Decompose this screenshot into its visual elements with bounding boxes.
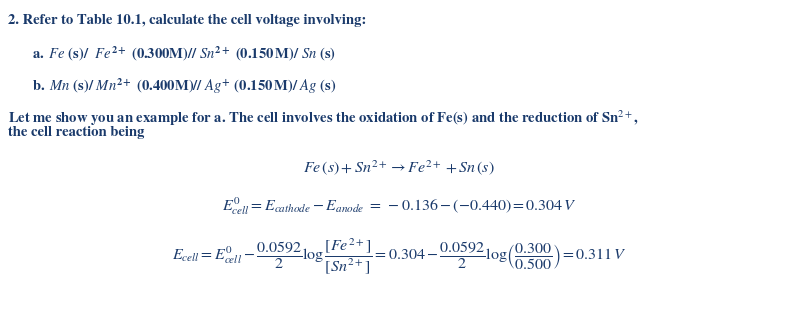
Text: the cell reaction being: the cell reaction being	[8, 126, 144, 139]
Text: Let me show you an example for a. The cell involves the oxidation of Fe(s) and t: Let me show you an example for a. The ce…	[8, 108, 638, 128]
Text: $E^{0}_{cell}=E_{cathode}-E_{anode}\;=\;-0.136-(-0.440)=0.304\,V$: $E^{0}_{cell}=E_{cathode}-E_{anode}\;=\;…	[222, 196, 576, 218]
Text: $\mathit{Fe}\,(s)+\mathit{Sn}^{2+}\rightarrow \mathit{Fe}^{2+}+\mathit{Sn}\,(s)$: $\mathit{Fe}\,(s)+\mathit{Sn}^{2+}\right…	[303, 158, 495, 177]
Text: 2. Refer to Table 10.1, calculate the cell voltage involving:: 2. Refer to Table 10.1, calculate the ce…	[8, 14, 366, 27]
Text: $\mathbf{b.}$ $\mathit{Mn}$ $\mathbf{(s)/}$ $\mathit{Mn}^{\mathbf{2+}}$ $\mathbf: $\mathbf{b.}$ $\mathit{Mn}$ $\mathbf{(s)…	[32, 76, 337, 95]
Text: $\mathbf{a.}$ $\it{Fe}$ $\mathbf{(s)/}$  $\mathit{Fe}^{\mathbf{2+}}$ $\mathbf{(0: $\mathbf{a.}$ $\it{Fe}$ $\mathbf{(s)/}$ …	[32, 44, 336, 62]
Text: $E_{cell}=E^{0}_{cell}-\dfrac{0.0592}{2}\log\dfrac{[Fe^{2+}]}{[Sn^{2+}]}=0.304-\: $E_{cell}=E^{0}_{cell}-\dfrac{0.0592}{2}…	[172, 236, 626, 276]
